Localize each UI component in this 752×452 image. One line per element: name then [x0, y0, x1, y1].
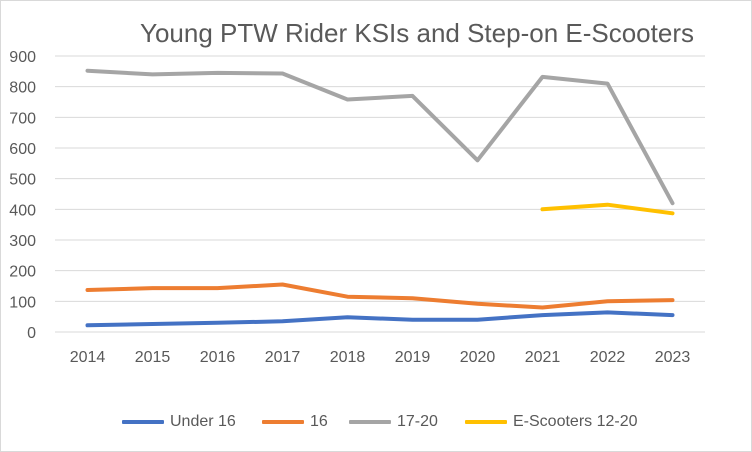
legend-item: 17-20: [349, 410, 438, 434]
x-tick-label: 2016: [200, 349, 236, 366]
legend-item: 16: [262, 410, 328, 434]
legend-swatch: [349, 420, 391, 424]
chart-title: Young PTW Rider KSIs and Step-on E-Scoot…: [140, 18, 694, 48]
series-line-under-16: [85, 310, 675, 328]
x-tick-label: 2014: [70, 349, 106, 366]
legend-label: 16: [310, 413, 328, 430]
legend-label: Under 16: [170, 413, 236, 430]
series-line-e-scooters-12-20: [540, 202, 675, 216]
x-tick-label: 2020: [460, 349, 496, 366]
y-tick-label: 600: [9, 141, 36, 158]
x-tick-label: 2023: [655, 349, 691, 366]
x-axis-ticks: 2014 2015 2016 2017 2018 2019 2020 2021 2022 2023: [70, 349, 691, 366]
gridlines: [55, 55, 705, 333]
legend: Under 16 16 17-20 E-Scooters 12-20: [0, 410, 752, 434]
y-tick-label: 800: [9, 80, 36, 97]
legend-swatch: [122, 420, 164, 424]
y-tick-label: 900: [9, 49, 36, 66]
x-tick-label: 2015: [135, 349, 171, 366]
y-tick-label: 500: [9, 172, 36, 189]
x-tick-label: 2017: [265, 349, 301, 366]
legend-item: Under 16: [122, 410, 236, 434]
legend-label: 17-20: [397, 413, 438, 430]
y-tick-label: 300: [9, 233, 36, 250]
y-tick-label: 700: [9, 110, 36, 127]
series-lines: [85, 68, 675, 328]
legend-swatch: [262, 420, 304, 424]
y-tick-label: 100: [9, 294, 36, 311]
legend-item: E-Scooters 12-20: [465, 410, 638, 434]
x-tick-label: 2021: [525, 349, 561, 366]
x-tick-label: 2022: [590, 349, 626, 366]
series-line-16: [85, 282, 675, 310]
legend-label: E-Scooters 12-20: [513, 413, 638, 430]
y-tick-label: 400: [9, 202, 36, 219]
y-tick-label: 200: [9, 264, 36, 281]
y-tick-label: 0: [27, 325, 36, 342]
x-tick-label: 2019: [395, 349, 431, 366]
y-axis-ticks: 0 100 200 300 400 500 600 700 800 900: [9, 49, 36, 342]
x-tick-label: 2018: [330, 349, 366, 366]
legend-swatch: [465, 420, 507, 424]
series-line-17-20: [85, 68, 675, 206]
